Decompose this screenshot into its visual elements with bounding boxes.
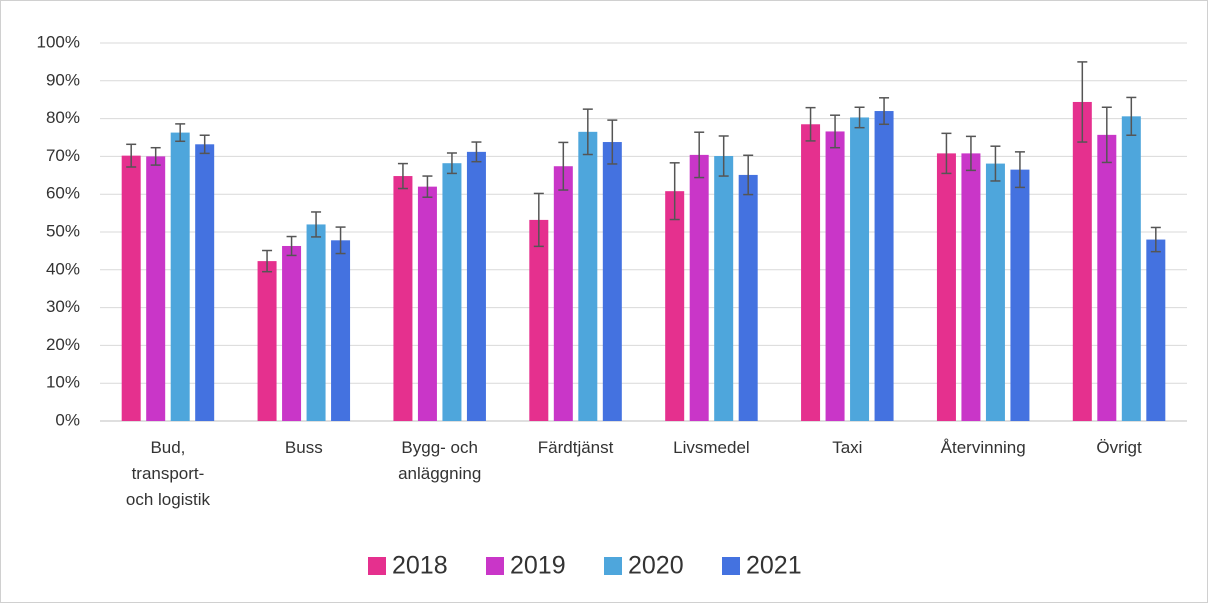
x-tick-label: Övrigt	[1096, 438, 1142, 457]
bar	[1097, 134, 1117, 421]
bar	[195, 144, 215, 421]
error-bar	[805, 106, 816, 142]
error-bar	[1077, 61, 1088, 143]
error-bar	[175, 123, 186, 143]
bar	[529, 219, 549, 421]
bar	[874, 111, 894, 421]
x-tick-label: Återvinning	[941, 438, 1026, 457]
bar	[578, 131, 598, 421]
error-bar	[694, 131, 705, 179]
bar	[553, 166, 573, 421]
bar	[417, 186, 437, 421]
bar	[801, 124, 821, 422]
bar	[146, 156, 166, 421]
y-tick-label: 90%	[46, 70, 80, 89]
x-tick-label: Buss	[285, 438, 323, 457]
bar	[257, 261, 277, 421]
legend-swatch	[604, 557, 622, 575]
error-bar	[471, 141, 482, 163]
y-tick-label: 10%	[46, 373, 80, 392]
bar	[602, 142, 622, 421]
error-bar	[718, 135, 729, 177]
x-tick-label: Bud, transport-och logistik	[126, 438, 211, 509]
bar	[961, 153, 981, 421]
bar	[1121, 116, 1141, 421]
error-bar	[1126, 96, 1137, 136]
y-tick-label: 30%	[46, 297, 80, 316]
x-tick-label: Bygg- och anläggning	[398, 438, 481, 483]
bar	[714, 156, 734, 421]
bar	[738, 174, 758, 421]
error-bar	[1150, 226, 1161, 253]
error-bar	[990, 145, 1001, 182]
error-bar	[126, 143, 137, 168]
error-bar	[607, 119, 618, 165]
error-bar	[533, 192, 544, 248]
error-bar	[199, 134, 210, 155]
error-bar	[150, 146, 161, 166]
error-bar	[965, 135, 976, 172]
error-bar	[422, 175, 433, 198]
legend-label: 2020	[628, 552, 684, 580]
bar	[331, 240, 351, 421]
bar	[282, 245, 302, 421]
bar	[306, 224, 326, 421]
error-bar	[262, 249, 273, 273]
error-bar	[582, 108, 593, 156]
error-bar	[854, 106, 865, 129]
error-bar	[1101, 106, 1112, 164]
legend-label: 2021	[746, 552, 802, 580]
bar	[1072, 101, 1092, 421]
bar	[170, 132, 190, 421]
y-tick-label: 80%	[46, 108, 80, 127]
x-tick-label: Taxi	[832, 438, 862, 457]
bar	[1146, 239, 1166, 421]
y-tick-label: 100%	[37, 32, 80, 51]
error-bar	[879, 97, 890, 126]
error-bar	[446, 152, 457, 175]
bar	[936, 153, 956, 421]
y-tick-label: 20%	[46, 335, 80, 354]
error-bar	[941, 132, 952, 175]
legend-label: 2019	[510, 552, 566, 580]
error-bar	[397, 162, 408, 190]
error-bar	[558, 141, 569, 191]
legend-label: 2018	[392, 552, 448, 580]
y-tick-label: 0%	[55, 410, 80, 429]
bar	[665, 191, 685, 421]
legend-swatch	[368, 557, 386, 575]
x-tick-label: Färdtjänst	[538, 438, 614, 457]
y-tick-label: 70%	[46, 146, 80, 165]
bar	[393, 176, 413, 421]
bar	[1010, 169, 1030, 421]
error-bar	[311, 211, 322, 238]
bar	[825, 131, 845, 421]
x-tick-label: Livsmedel	[673, 438, 750, 457]
bar	[985, 163, 1005, 421]
bar	[850, 117, 870, 421]
y-tick-label: 60%	[46, 184, 80, 203]
error-bar	[743, 154, 754, 196]
bar	[442, 163, 462, 422]
y-tick-label: 40%	[46, 259, 80, 278]
legend-swatch	[722, 557, 740, 575]
y-tick-label: 50%	[46, 221, 80, 240]
error-bar	[335, 226, 346, 255]
error-bar	[286, 235, 297, 257]
error-bar	[830, 114, 841, 149]
bar	[689, 154, 709, 421]
error-bar	[1014, 151, 1025, 189]
error-bar	[669, 162, 680, 221]
bar	[466, 151, 486, 421]
legend-swatch	[486, 557, 504, 575]
bar	[121, 155, 141, 422]
